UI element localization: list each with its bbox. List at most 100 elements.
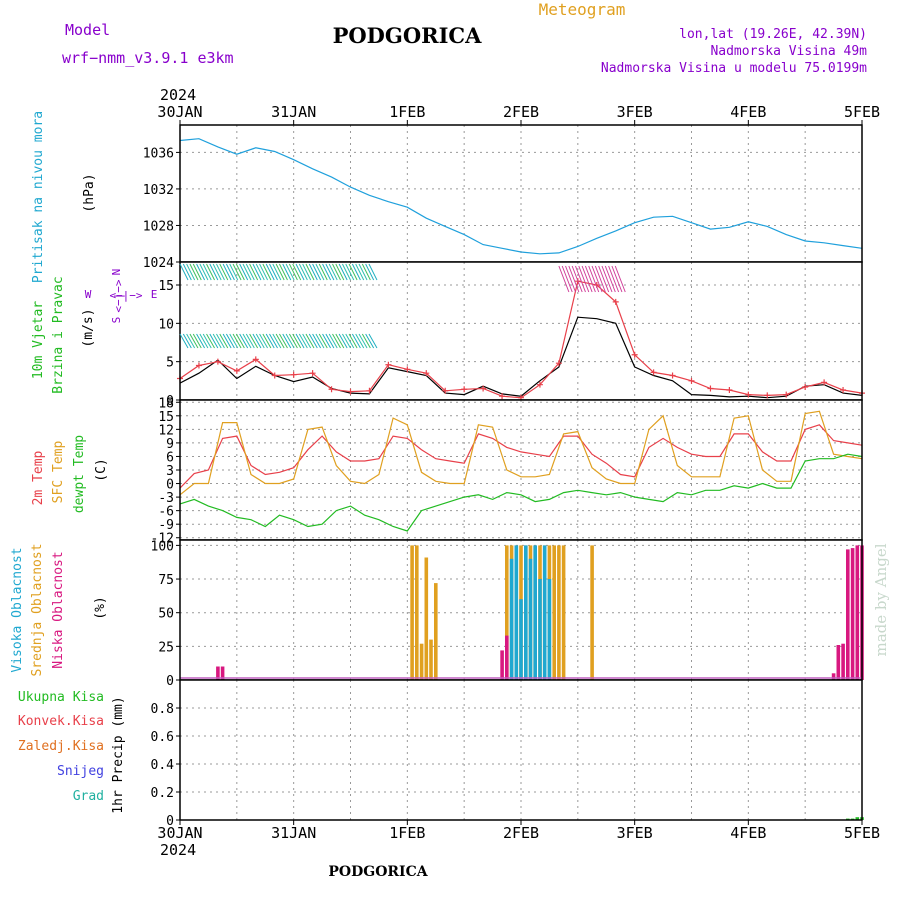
wind-barb <box>322 333 331 349</box>
bar-srednja-oblacnost <box>557 545 561 680</box>
wind-barb <box>255 333 265 349</box>
bar-srednja-oblacnost <box>434 583 438 680</box>
wind-barb <box>275 333 285 349</box>
wind-barb <box>351 333 361 349</box>
wind-barb <box>298 263 308 281</box>
wind-barb <box>332 263 341 281</box>
wind-barb <box>225 333 235 349</box>
model-elevation-label: Nadmorska Visina u modelu 75.0199m <box>601 61 867 76</box>
wind-barb <box>594 265 606 293</box>
gust-marker <box>707 385 714 392</box>
y-tick-label: 9 <box>166 437 174 452</box>
bar-visoka-oblacnost <box>533 545 537 680</box>
wind-barb <box>302 263 312 281</box>
wind-barb <box>255 263 265 281</box>
wind-barb <box>355 263 365 281</box>
wind-barb <box>202 333 212 349</box>
wind-barb <box>212 333 222 349</box>
wind-barb <box>295 263 305 281</box>
wind-barb <box>302 333 312 349</box>
bar-niska-oblacnost <box>500 650 504 680</box>
y-tick-label: 18 <box>158 396 174 411</box>
gust-marker <box>385 361 392 368</box>
wind-barb <box>292 333 302 349</box>
gust-marker <box>290 371 297 378</box>
wind-barb <box>282 333 292 349</box>
clouds-panel: 0 25 50 75 100 <box>151 539 864 689</box>
bar-srednja-oblacnost <box>561 545 566 680</box>
wind-barb <box>272 333 282 349</box>
wind-barb <box>206 333 215 349</box>
pressure-plot-area <box>180 125 862 262</box>
wind-barb <box>368 263 378 281</box>
wind-barb <box>182 333 192 349</box>
gust-marker <box>328 386 335 393</box>
wind-barb <box>358 263 368 281</box>
wind-barb <box>338 263 348 281</box>
gust-marker <box>366 387 373 394</box>
wind-barb <box>239 263 249 281</box>
wind-barb <box>318 263 328 281</box>
pressure-series-pressure <box>179 138 863 255</box>
gust-marker <box>404 366 411 373</box>
wind-barb <box>348 263 358 281</box>
gust-marker <box>252 356 259 363</box>
wind-barb <box>196 333 206 349</box>
bar-niska-oblacnost <box>505 635 509 680</box>
bar-niska-oblacnost <box>855 545 860 680</box>
bar-srednja-oblacnost <box>410 545 414 680</box>
wind-barb <box>305 263 315 281</box>
gust-marker <box>669 372 676 379</box>
wind-barb <box>212 263 222 281</box>
bar-niska-oblacnost <box>846 549 850 680</box>
wind-barb <box>588 265 600 293</box>
wind-barb <box>186 263 196 281</box>
wind-barb <box>351 263 361 281</box>
wind-panel: 0 5 10 15 <box>158 261 865 409</box>
cloud-ylabel-low: Niska Oblacnost <box>51 551 66 668</box>
wind-barb <box>189 333 199 349</box>
wind-barb <box>262 263 272 281</box>
wind-barb <box>189 263 199 281</box>
wind-barb <box>561 265 573 293</box>
wind-barb <box>252 263 262 281</box>
wind-barb <box>342 333 351 349</box>
compass-s: S <box>110 317 123 324</box>
wind-barb <box>242 263 252 281</box>
x-tick-label-top: 1FEB <box>389 103 425 121</box>
wind-barb <box>245 263 255 281</box>
bar-visoka-oblacnost <box>528 558 533 680</box>
precip-legend-snow: Snijeg <box>57 764 104 779</box>
pressure-panel: 1024 1028 1032 1036 <box>143 124 863 271</box>
wind-barb <box>558 265 570 293</box>
precip-legend-total: Ukupna Kisa <box>18 690 104 705</box>
wind-barb <box>259 333 269 349</box>
y-tick-label: 15 <box>158 279 174 294</box>
temp-unit: (C) <box>94 458 109 481</box>
wind-barb <box>216 333 225 349</box>
wind-barb <box>209 333 219 349</box>
y-tick-label: 0 <box>166 674 174 689</box>
y-tick-label: 25 <box>158 640 174 655</box>
gust-marker <box>214 358 221 365</box>
year-top: 2024 <box>160 86 196 104</box>
bar-srednja-oblacnost <box>419 643 424 680</box>
y-tick-label: 0 <box>166 394 174 409</box>
wind-barb <box>259 263 269 281</box>
wind-barb <box>196 263 206 281</box>
bar-visoka-oblacnost <box>542 545 547 680</box>
wind-barb <box>206 263 215 281</box>
y-tick-label: 12 <box>158 423 174 438</box>
y-tick-label: 1032 <box>143 183 174 198</box>
temperature-plot-area <box>180 400 862 540</box>
temperature-series-sfc-temp <box>179 410 863 496</box>
wind-barb <box>269 333 278 349</box>
x-tick-label-bottom: 5FEB <box>844 824 880 842</box>
gust-marker <box>480 385 487 392</box>
temperature-series-2m-temp <box>179 424 863 489</box>
gust-marker <box>233 367 240 374</box>
cloud-unit: (%) <box>93 596 108 619</box>
wind-barb <box>312 333 322 349</box>
wind-barb <box>614 265 626 293</box>
